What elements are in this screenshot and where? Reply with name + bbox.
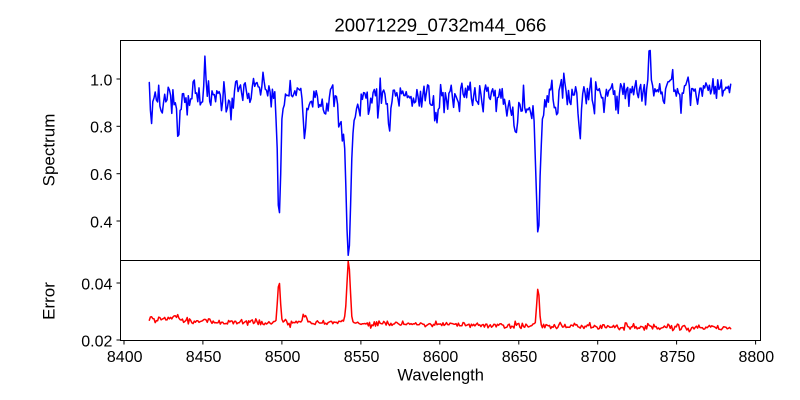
- svg-text:Error: Error: [40, 282, 59, 320]
- svg-text:8400: 8400: [107, 349, 143, 366]
- svg-text:8550: 8550: [344, 349, 380, 366]
- svg-text:8600: 8600: [423, 349, 459, 366]
- svg-text:Wavelength: Wavelength: [397, 367, 484, 385]
- svg-text:8750: 8750: [660, 349, 696, 366]
- svg-text:0.4: 0.4: [90, 214, 112, 231]
- svg-text:8800: 8800: [739, 349, 775, 366]
- svg-text:Spectrum: Spectrum: [40, 114, 59, 187]
- svg-text:0.04: 0.04: [81, 276, 112, 293]
- svg-text:8500: 8500: [265, 349, 301, 366]
- svg-text:0.02: 0.02: [81, 333, 112, 350]
- svg-text:8650: 8650: [502, 349, 538, 366]
- svg-text:8700: 8700: [581, 349, 617, 366]
- svg-text:0.6: 0.6: [90, 167, 112, 184]
- svg-text:0.8: 0.8: [90, 120, 112, 137]
- svg-text:20071229_0732m44_066: 20071229_0732m44_066: [334, 15, 546, 37]
- svg-text:1.0: 1.0: [90, 72, 112, 89]
- svg-text:8450: 8450: [186, 349, 222, 366]
